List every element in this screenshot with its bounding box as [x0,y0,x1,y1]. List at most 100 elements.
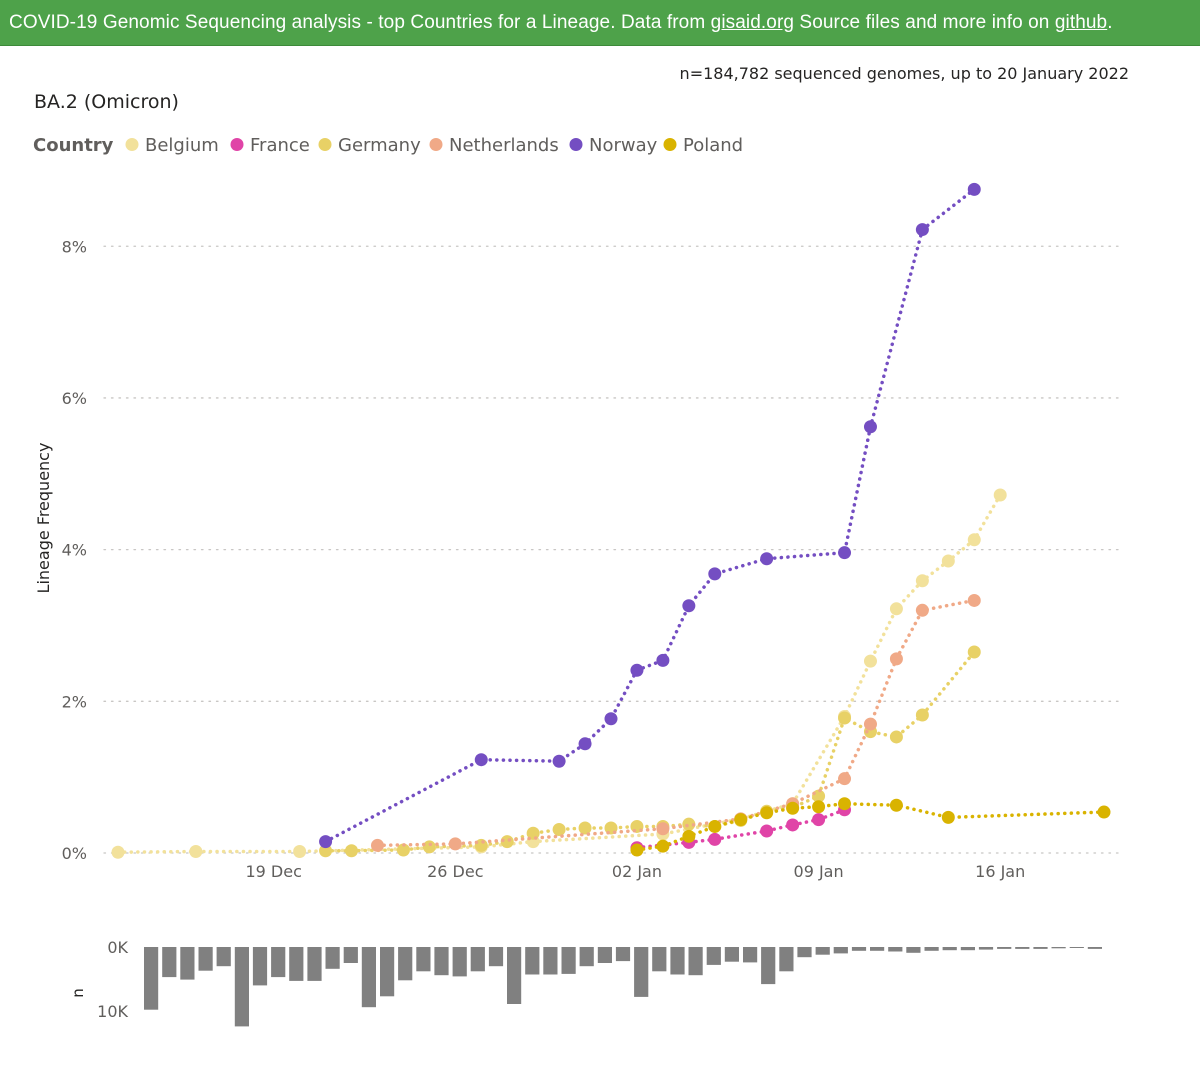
data-point[interactable] [552,754,566,768]
bar[interactable] [180,947,195,980]
data-point[interactable] [500,835,514,849]
data-point[interactable] [838,711,852,725]
data-point[interactable] [786,801,800,815]
data-point[interactable] [708,567,722,581]
data-point[interactable] [578,737,592,751]
data-point[interactable] [967,645,981,659]
bar[interactable] [942,947,957,951]
data-point[interactable] [656,822,670,836]
bar[interactable] [1087,947,1102,949]
gisaid-link[interactable]: gisaid.org [710,12,795,33]
bar[interactable] [507,947,522,1004]
data-point[interactable] [630,843,644,857]
data-point[interactable] [448,837,462,851]
data-point[interactable] [915,603,929,617]
bar[interactable] [924,947,939,951]
data-point[interactable] [889,602,903,616]
bar[interactable] [325,947,340,969]
bar[interactable] [398,947,413,981]
data-point[interactable] [656,839,670,853]
data-point[interactable] [630,663,644,677]
bar[interactable] [706,947,721,965]
bar[interactable] [1069,947,1084,948]
legend-item[interactable]: France [230,135,310,156]
bar[interactable] [743,947,758,963]
data-point[interactable] [708,819,722,833]
bar[interactable] [434,947,449,976]
data-point[interactable] [889,798,903,812]
data-point[interactable] [967,593,981,607]
data-point[interactable] [863,654,877,668]
data-point[interactable] [838,546,852,560]
data-point[interactable] [838,797,852,811]
bar[interactable] [343,947,358,963]
data-point[interactable] [111,845,125,859]
bar[interactable] [597,947,612,963]
bar[interactable] [144,947,159,1010]
data-point[interactable] [734,813,748,827]
bar[interactable] [525,947,540,975]
legend-item[interactable]: Poland [663,135,744,156]
data-point[interactable] [656,653,670,667]
bar[interactable] [543,947,558,975]
bar[interactable] [833,947,848,954]
github-link[interactable]: github [1054,12,1108,33]
data-point[interactable] [760,552,774,566]
data-point[interactable] [189,844,203,858]
data-point[interactable] [967,533,981,547]
data-point[interactable] [345,844,359,858]
data-point[interactable] [370,838,384,852]
bar[interactable] [870,947,885,951]
bar[interactable] [724,947,739,962]
bar[interactable] [470,947,485,972]
bar[interactable] [307,947,322,981]
bar[interactable] [380,947,395,997]
data-point[interactable] [422,840,436,854]
data-point[interactable] [552,822,566,836]
legend-item[interactable]: Belgium [125,135,219,156]
data-point[interactable] [708,832,722,846]
bar[interactable] [761,947,776,985]
bar[interactable] [997,947,1012,949]
legend-item[interactable]: Germany [318,135,422,156]
data-point[interactable] [967,182,981,196]
data-point[interactable] [760,824,774,838]
bar[interactable] [416,947,431,972]
data-point[interactable] [682,829,696,843]
data-point[interactable] [682,817,696,831]
bar[interactable] [162,947,177,978]
bar[interactable] [960,947,975,951]
bar[interactable] [615,947,631,962]
bar[interactable] [216,947,231,967]
bar[interactable] [978,947,994,950]
bar[interactable] [234,947,249,1027]
bar[interactable] [1051,947,1066,949]
data-point[interactable] [578,821,592,835]
data-point[interactable] [941,810,955,824]
data-point[interactable] [786,818,800,832]
bar[interactable] [851,947,867,951]
data-point[interactable] [319,844,333,858]
bar[interactable] [579,947,594,967]
bar[interactable] [252,947,268,986]
data-point[interactable] [838,772,852,786]
data-point[interactable] [863,717,877,731]
data-point[interactable] [941,554,955,568]
bar[interactable] [670,947,685,975]
bar[interactable] [688,947,703,976]
bar[interactable] [1033,947,1048,949]
legend-item[interactable]: Norway [569,135,658,156]
data-point[interactable] [1097,805,1111,819]
bar[interactable] [1015,947,1030,949]
data-point[interactable] [812,813,826,827]
bar[interactable] [452,947,467,977]
data-point[interactable] [760,806,774,820]
legend-item[interactable]: Netherlands [429,135,559,156]
data-point[interactable] [682,599,696,613]
data-point[interactable] [863,420,877,434]
bar[interactable] [652,947,667,972]
data-point[interactable] [812,800,826,814]
bar[interactable] [888,947,903,952]
data-point[interactable] [474,753,488,767]
bar[interactable] [488,947,504,967]
